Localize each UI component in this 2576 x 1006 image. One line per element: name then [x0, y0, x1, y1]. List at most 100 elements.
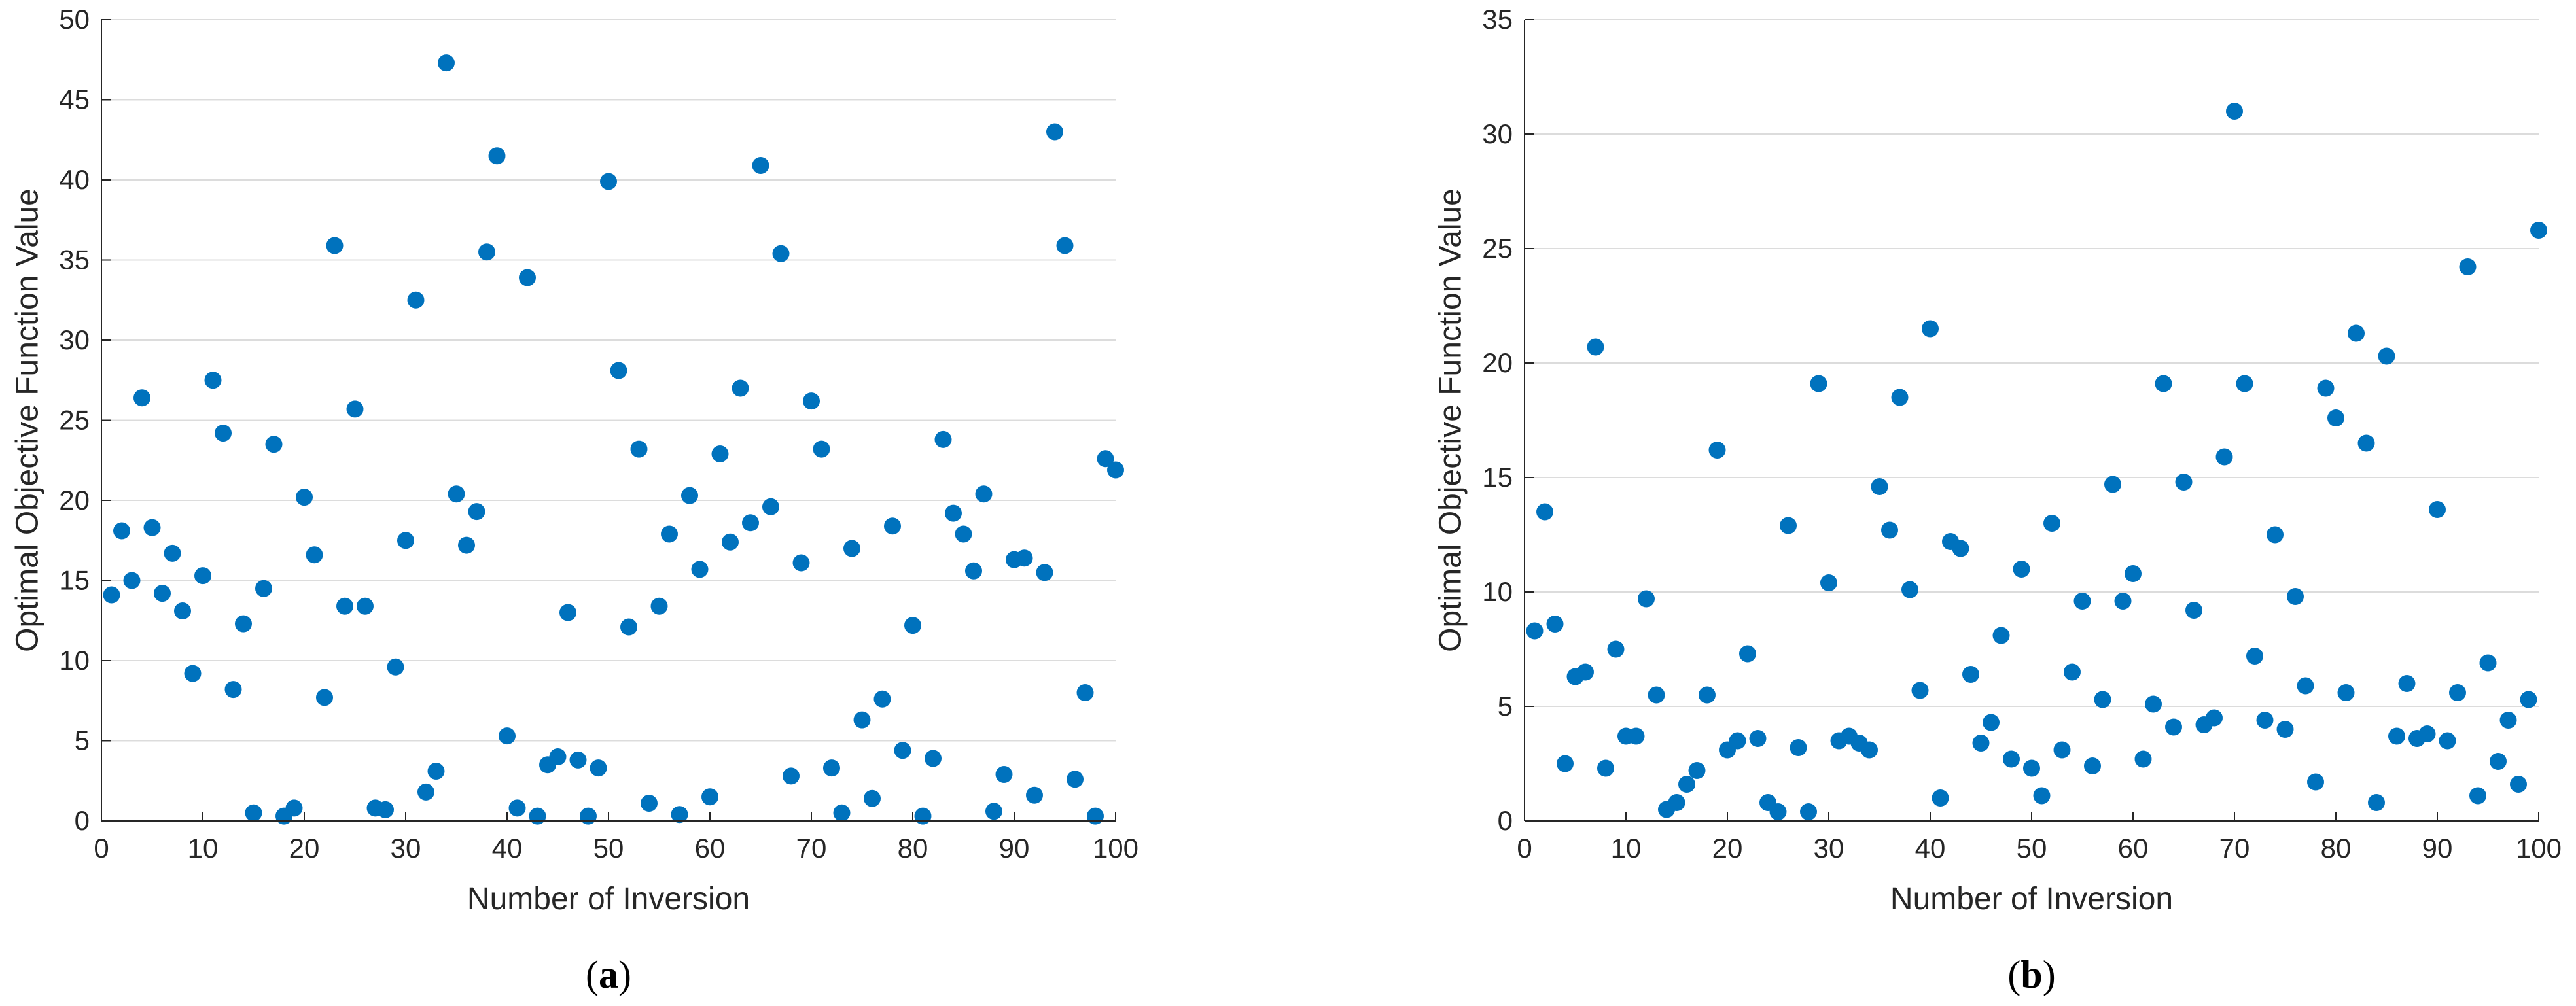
data-point: [600, 173, 617, 190]
data-point: [650, 597, 668, 615]
x-axis-title: Number of Inversion: [1890, 882, 2173, 916]
data-point: [1597, 759, 1614, 777]
data-point: [2317, 379, 2335, 397]
data-point: [2023, 759, 2040, 777]
y-tick-label: 0: [75, 805, 90, 836]
x-tick-label: 100: [2516, 833, 2562, 863]
data-point: [701, 788, 718, 806]
data-point: [772, 245, 790, 262]
data-point: [2206, 709, 2223, 727]
data-point: [2418, 725, 2436, 742]
data-point: [1810, 375, 1827, 392]
y-tick-label: 5: [75, 725, 90, 756]
data-point: [762, 498, 779, 515]
data-point: [296, 489, 313, 506]
data-point: [742, 514, 759, 532]
data-point: [1820, 574, 1837, 591]
x-tick-label: 70: [796, 833, 827, 863]
data-point: [478, 243, 495, 261]
data-point: [346, 400, 364, 418]
y-tick-label: 15: [59, 565, 90, 596]
x-tick-label: 90: [2422, 833, 2453, 863]
data-point: [2125, 565, 2142, 582]
data-point: [194, 567, 211, 585]
data-point: [864, 789, 881, 807]
data-point: [285, 799, 303, 817]
data-point: [2490, 753, 2507, 770]
data-point: [1648, 686, 1665, 704]
data-point: [1769, 803, 1787, 820]
data-point: [235, 615, 252, 633]
x-tick-label: 80: [898, 833, 928, 863]
data-point: [711, 445, 729, 462]
x-tick-label: 60: [2118, 833, 2149, 863]
data-point: [2145, 695, 2162, 713]
data-point: [113, 522, 130, 540]
data-point: [965, 562, 982, 580]
data-point: [823, 759, 840, 777]
data-point: [1962, 666, 1979, 683]
data-point: [2236, 375, 2253, 392]
x-tick-label: 70: [2219, 833, 2250, 863]
data-point: [1881, 521, 1898, 539]
data-point: [1026, 786, 1043, 804]
y-tick-label: 50: [59, 4, 90, 35]
x-tick-label: 40: [492, 833, 523, 863]
data-point: [894, 742, 911, 759]
data-point: [468, 503, 485, 521]
data-point: [813, 440, 830, 458]
grid-lines: [101, 19, 1116, 742]
data-point: [438, 54, 455, 72]
data-point: [103, 586, 120, 604]
data-point: [2256, 712, 2274, 729]
data-point: [397, 532, 414, 549]
data-point: [519, 269, 536, 286]
data-point: [2084, 757, 2101, 774]
y-tick-label: 25: [59, 405, 90, 436]
data-point: [1901, 581, 1918, 598]
panel-label-a: (a): [586, 953, 631, 996]
data-point: [1107, 461, 1124, 479]
data-point: [681, 487, 698, 504]
data-point: [1911, 682, 1929, 699]
data-point: [2287, 588, 2304, 605]
data-points: [103, 54, 1124, 825]
data-point: [499, 727, 516, 745]
scatter-panel-b: 0 5 10 15 20 25 30 35 0 10 20 30 40 50 60 70 80 90 100 Num…: [1434, 4, 2562, 996]
data-point: [2165, 718, 2182, 736]
data-point: [164, 544, 181, 562]
y-tick-label: 20: [1482, 347, 1513, 378]
data-point: [783, 767, 800, 785]
y-tick-label: 25: [1482, 233, 1513, 264]
data-point: [2185, 602, 2202, 619]
data-point: [2073, 593, 2091, 610]
data-point: [1983, 714, 2000, 731]
data-point: [2459, 258, 2477, 275]
data-point: [2357, 434, 2375, 452]
data-point: [1056, 237, 1074, 254]
data-point: [853, 711, 871, 729]
x-tick-label: 40: [1915, 833, 1946, 863]
data-point: [1678, 776, 1695, 793]
y-tick-label: 40: [59, 164, 90, 195]
data-point: [316, 689, 333, 706]
data-point: [803, 392, 820, 410]
data-point: [2094, 691, 2111, 708]
data-point: [2053, 741, 2071, 759]
data-point: [2215, 448, 2233, 466]
data-point: [458, 536, 475, 554]
data-point: [1067, 771, 1084, 788]
data-point: [2307, 773, 2324, 791]
data-point: [204, 372, 222, 389]
data-point: [2114, 593, 2132, 610]
data-point: [1546, 616, 1564, 633]
data-point: [1076, 684, 1094, 701]
data-point: [488, 147, 506, 165]
data-point: [2530, 222, 2547, 239]
data-point: [245, 804, 262, 822]
data-point: [174, 602, 191, 620]
data-point: [1557, 755, 1574, 772]
x-tick-label: 30: [1814, 833, 1844, 863]
panel-label-a-letter: a: [599, 953, 618, 996]
